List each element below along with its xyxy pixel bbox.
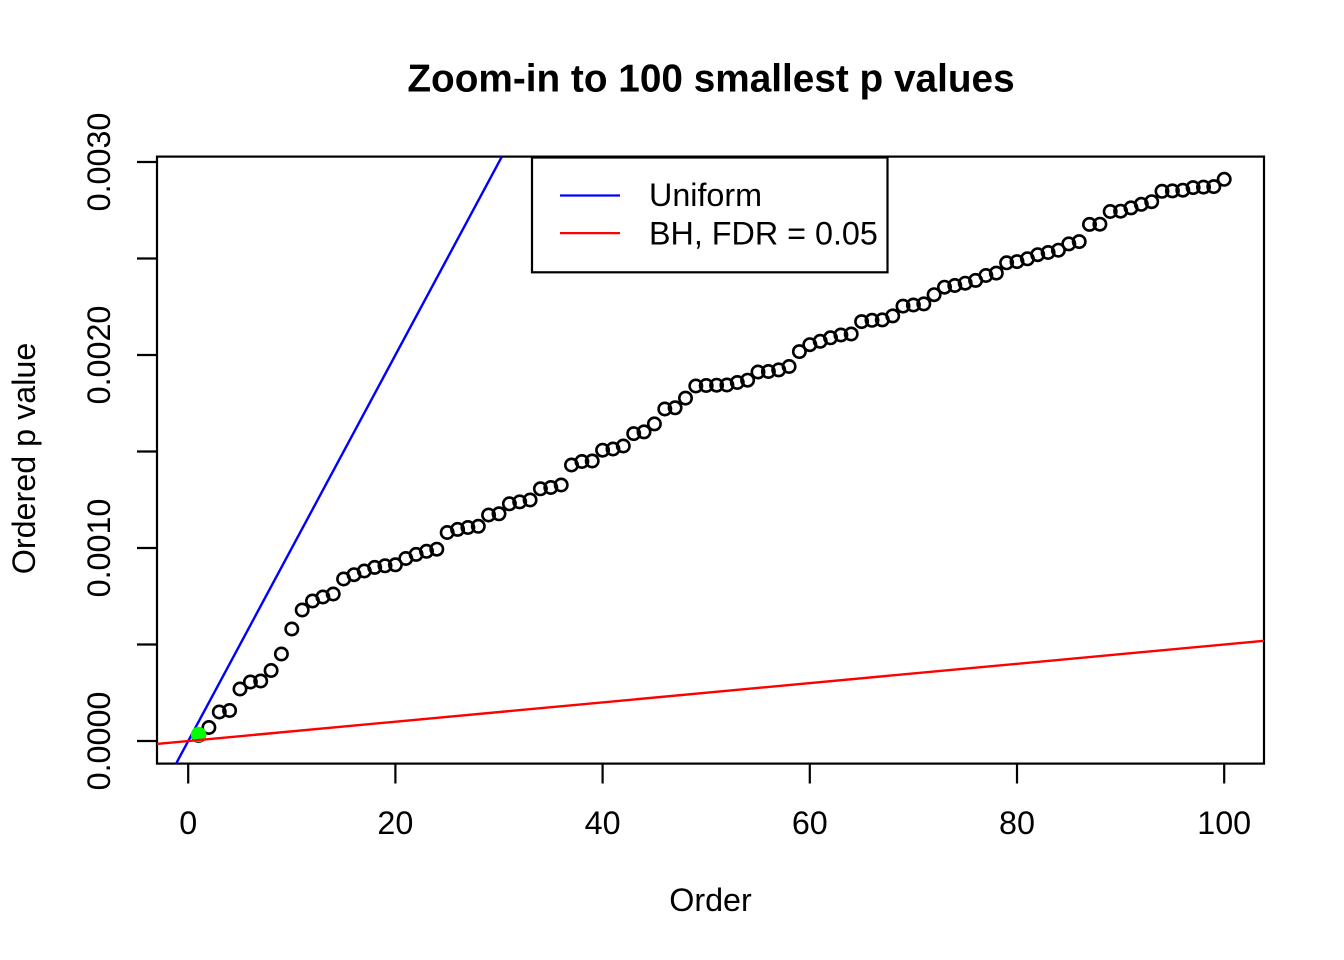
svg-text:BH, FDR = 0.05: BH, FDR = 0.05: [649, 216, 878, 252]
svg-text:Order: Order: [669, 882, 752, 918]
svg-text:80: 80: [999, 805, 1035, 841]
svg-text:0.0000: 0.0000: [81, 692, 117, 791]
svg-text:20: 20: [377, 805, 413, 841]
svg-text:40: 40: [585, 805, 621, 841]
svg-text:0: 0: [179, 805, 197, 841]
svg-text:60: 60: [792, 805, 828, 841]
svg-text:Zoom-in to 100 smallest p valu: Zoom-in to 100 smallest p values: [407, 58, 1014, 101]
svg-text:100: 100: [1197, 805, 1251, 841]
svg-text:Uniform: Uniform: [649, 177, 762, 213]
svg-text:0.0030: 0.0030: [81, 113, 117, 212]
svg-text:Ordered p value: Ordered p value: [6, 343, 42, 575]
svg-text:0.0010: 0.0010: [81, 499, 117, 598]
svg-text:0.0020: 0.0020: [81, 306, 117, 405]
